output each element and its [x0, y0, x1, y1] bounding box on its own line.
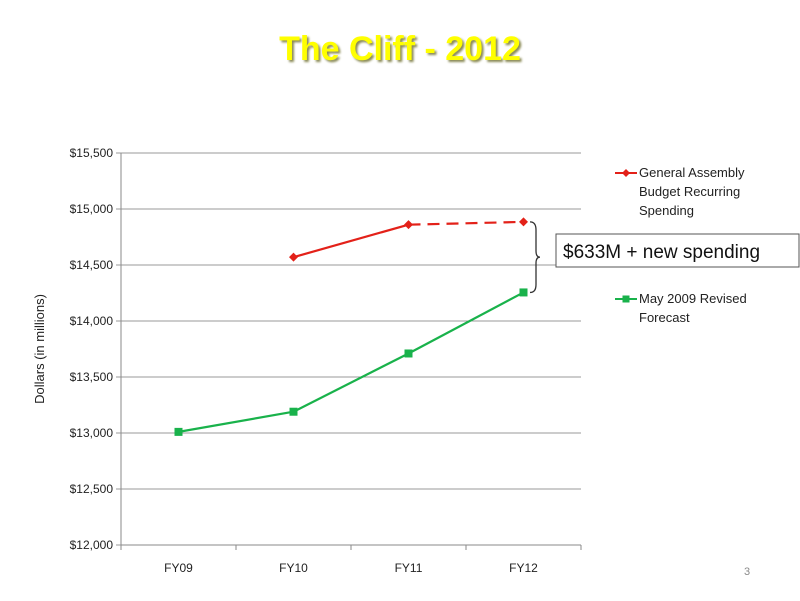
x-tick-label: FY12: [509, 561, 538, 575]
series-layer: [174, 217, 528, 436]
y-axis-title: Dollars (in millions): [32, 294, 47, 404]
axes: $12,000 $12,500 $13,000 $13,500 $14,000 $14,5…: [32, 146, 582, 575]
series-line-segment: [293, 223, 409, 259]
x-tick-label: FY09: [164, 561, 193, 575]
y-tick-label: $14,000: [70, 314, 114, 328]
y-tick-label: $13,500: [70, 370, 114, 384]
annotation: $633M + new spending: [529, 221, 800, 294]
series-line-segment: [408, 220, 524, 226]
x-tick-label: FY11: [395, 561, 423, 575]
series-0: [289, 217, 528, 262]
series-line-segment: [293, 352, 409, 413]
data-point-diamond: [289, 252, 298, 262]
y-tick-label: $12,000: [70, 538, 114, 552]
series-1: [174, 288, 528, 436]
data-point-square: [519, 288, 528, 297]
series-line-segment: [178, 410, 294, 433]
data-point-square: [174, 427, 183, 436]
legend: General Assembly Budget Recurring Spending…: [615, 165, 747, 325]
annotation-text: $633M + new spending: [563, 242, 760, 263]
legend-label-line: Forecast: [639, 310, 690, 325]
legend-label-line: Spending: [639, 203, 694, 218]
data-point-square: [289, 407, 298, 416]
data-point-square: [404, 349, 413, 358]
slide-title: The Cliff - 2012: [279, 30, 521, 68]
slide-number: 3: [744, 566, 751, 578]
y-tick-label: $13,000: [70, 426, 114, 440]
y-tick-label: $12,500: [70, 482, 114, 496]
data-point-diamond: [404, 220, 413, 230]
y-tick-label: $15,000: [70, 202, 114, 216]
y-tick-label: $14,500: [70, 258, 114, 272]
data-point-diamond: [519, 217, 528, 227]
annotation-box: [555, 233, 800, 268]
series-line-segment: [407, 291, 525, 355]
legend-marker: [622, 295, 630, 303]
legend-label-line: General Assembly: [639, 165, 745, 180]
x-tick-label: FY10: [279, 561, 308, 575]
legend-label-line: Budget Recurring: [639, 184, 740, 199]
legend-item-0: General Assembly Budget Recurring Spending: [615, 165, 745, 218]
legend-marker: [622, 169, 630, 177]
legend-item-1: May 2009 Revised Forecast: [615, 291, 747, 325]
y-tick-label: $15,500: [70, 146, 114, 160]
annotation-bracket: [529, 221, 541, 294]
legend-label-line: May 2009 Revised: [639, 291, 747, 306]
grid-lines: [121, 152, 581, 546]
